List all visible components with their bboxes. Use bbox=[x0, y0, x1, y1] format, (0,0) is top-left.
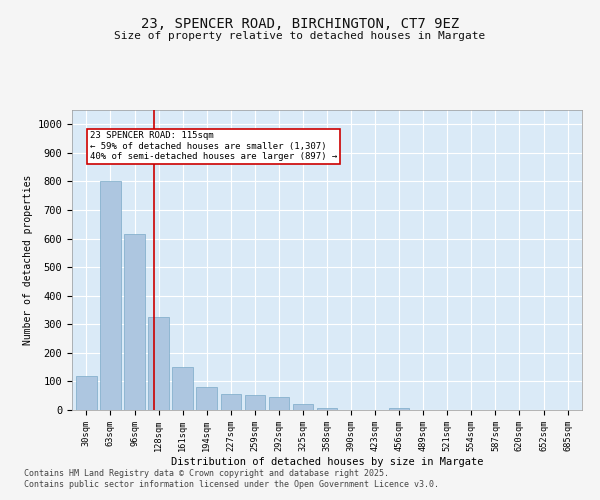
Bar bbox=[196, 386, 217, 410]
Bar bbox=[100, 182, 121, 410]
Bar bbox=[389, 408, 409, 410]
Bar bbox=[148, 317, 169, 410]
Bar bbox=[293, 404, 313, 410]
Bar bbox=[76, 376, 97, 410]
Text: 23 SPENCER ROAD: 115sqm
← 59% of detached houses are smaller (1,307)
40% of semi: 23 SPENCER ROAD: 115sqm ← 59% of detache… bbox=[90, 132, 337, 161]
Bar bbox=[124, 234, 145, 410]
Text: Size of property relative to detached houses in Margate: Size of property relative to detached ho… bbox=[115, 31, 485, 41]
Text: Contains public sector information licensed under the Open Government Licence v3: Contains public sector information licen… bbox=[24, 480, 439, 489]
Bar bbox=[221, 394, 241, 410]
Text: 23, SPENCER ROAD, BIRCHINGTON, CT7 9EZ: 23, SPENCER ROAD, BIRCHINGTON, CT7 9EZ bbox=[141, 18, 459, 32]
Y-axis label: Number of detached properties: Number of detached properties bbox=[23, 175, 33, 345]
Bar bbox=[172, 367, 193, 410]
Bar bbox=[317, 408, 337, 410]
Text: Contains HM Land Registry data © Crown copyright and database right 2025.: Contains HM Land Registry data © Crown c… bbox=[24, 468, 389, 477]
X-axis label: Distribution of detached houses by size in Margate: Distribution of detached houses by size … bbox=[171, 457, 483, 467]
Bar bbox=[245, 395, 265, 410]
Bar bbox=[269, 396, 289, 410]
